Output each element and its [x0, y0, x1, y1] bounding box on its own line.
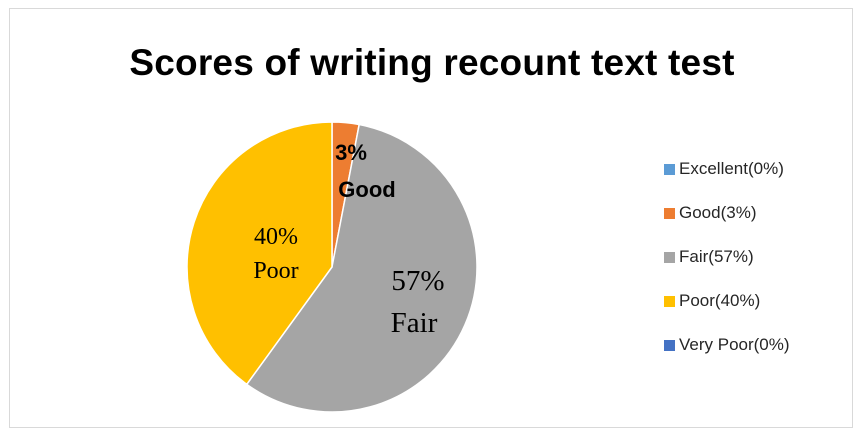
legend-item-poor: Poor(40%) [664, 290, 854, 312]
legend-item-fair: Fair(57%) [664, 246, 854, 268]
legend-label-very-poor: Very Poor(0%) [679, 335, 790, 354]
legend-item-good: Good(3%) [664, 202, 854, 224]
legend-swatch-good [664, 207, 675, 219]
slice-label-poor-percent: 40% [254, 224, 298, 250]
legend-label-excellent: Excellent(0%) [679, 159, 784, 178]
legend-swatch-poor [664, 295, 675, 307]
legend-swatch-fair [664, 251, 675, 263]
slice-label-poor-name: Poor [253, 258, 298, 284]
legend-label-fair: Fair(57%) [679, 247, 754, 266]
legend-swatch-excellent [664, 163, 675, 175]
slice-label-fair-name: Fair [391, 307, 438, 339]
slice-label-good-name: Good [338, 177, 395, 202]
legend-label-poor: Poor(40%) [679, 291, 761, 310]
chart-title: Scores of writing recount text test [129, 42, 735, 83]
legend-swatch-very-poor [664, 339, 675, 351]
pie-slice-poor [186, 121, 333, 386]
legend-item-excellent: Excellent(0%) [664, 158, 854, 180]
pie-slices [186, 121, 478, 413]
legend-item-very-poor: Very Poor(0%) [664, 334, 854, 356]
slice-label-good-percent: 3% [335, 140, 367, 165]
pie-slice-fair [245, 123, 478, 413]
chart-legend: Excellent(0%) Good(3%) Fair(57%) Poor(40… [664, 158, 854, 378]
slice-label-fair-percent: 57% [391, 265, 444, 297]
legend-label-good: Good(3%) [679, 203, 757, 222]
